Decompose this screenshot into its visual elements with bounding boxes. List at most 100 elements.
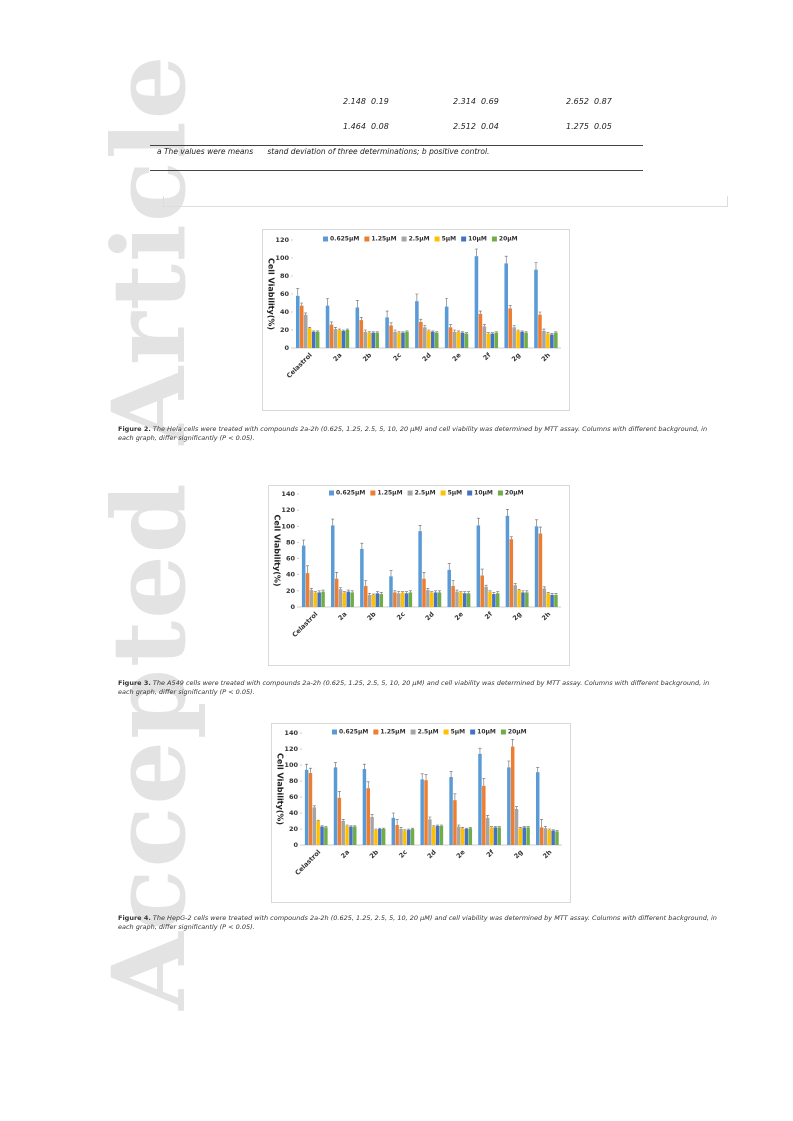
error-bar [334,762,338,768]
error-bar [449,324,453,328]
bar [408,592,413,607]
bar [534,526,539,607]
error-bar [399,827,403,829]
frame [163,196,728,207]
error-bar [457,824,461,827]
error-bar [550,592,554,595]
bar [509,539,514,607]
error-bar [449,771,453,777]
error-bar [364,580,368,587]
legend-label: 0.625μM [330,236,359,243]
bar [367,332,372,348]
bar [350,592,354,607]
error-bar [326,298,330,306]
error-bar [304,312,308,315]
bar [341,821,345,845]
legend-swatch [329,490,334,496]
x-tick-label: 2d [421,351,433,363]
bar [456,331,461,348]
bar [375,593,380,607]
bar [393,331,397,348]
error-bar [393,590,397,593]
error-bar [461,331,465,333]
bar [554,594,558,607]
error-bar [463,591,467,594]
x-tick-label: 2b [361,351,373,363]
error-bar [486,332,490,334]
y-tick-label: 40 [280,308,290,316]
error-bar [423,325,427,328]
error-bar [464,827,468,829]
bar [366,788,370,845]
error-bar [370,814,374,817]
x-tick-label: Celastrol [294,848,323,877]
error-bar [517,588,521,591]
bar [542,330,546,348]
bar [434,332,439,348]
error-bar [419,318,423,322]
error-bar [345,328,349,330]
bar [435,825,440,845]
bar [299,305,304,348]
bar [424,780,428,845]
x-tick-label: 2g [510,351,522,363]
legend-swatch [500,729,506,735]
figure-label: Figure 4. [118,914,151,922]
error-bar [461,827,465,829]
y-tick-label: 120 [281,506,295,514]
bar [539,827,544,845]
error-bar [540,819,544,828]
bar [512,327,516,348]
error-bar [480,568,484,576]
bar [415,301,419,348]
bar [546,593,550,607]
error-bar [436,824,440,826]
bar [360,548,364,607]
error-bar [312,330,316,332]
bar [316,821,320,845]
bar [457,826,461,845]
error-bar [546,592,550,594]
bar [391,817,396,845]
error-bar [438,590,442,593]
bar [426,590,430,607]
bar [353,826,357,845]
bar [460,332,465,348]
error-bar [486,815,490,818]
error-bar [363,329,367,332]
bar [464,333,469,348]
legend-label: 5μM [442,236,457,243]
y-tick-label: 20 [289,825,299,833]
table-cell: 0.05 [594,122,612,131]
x-tick-label: Celastrol [285,351,314,380]
bar [482,326,487,348]
y-tick-label: 120 [284,745,298,753]
x-tick-label: 2e [455,848,467,860]
legend-swatch [364,236,370,242]
error-bar [313,591,317,593]
bar [493,827,498,845]
error-bar [372,593,376,595]
error-bar [513,583,517,586]
bar [311,331,316,348]
table-rule [150,145,643,146]
error-bar [518,827,522,829]
bar [555,831,559,845]
error-bar [465,332,469,334]
bar [536,772,540,845]
error-bar [391,812,395,818]
error-bar [555,830,559,832]
bar [295,295,300,348]
error-bar [468,827,472,829]
bar [453,800,457,845]
bar [342,592,347,607]
error-bar [490,826,494,828]
error-bar [378,827,382,829]
error-bar [415,293,419,302]
error-bar [474,248,478,257]
legend-swatch [373,729,379,735]
error-bar [389,570,393,577]
legend-swatch [467,490,473,496]
error-bar [451,580,455,587]
bar [448,327,453,348]
